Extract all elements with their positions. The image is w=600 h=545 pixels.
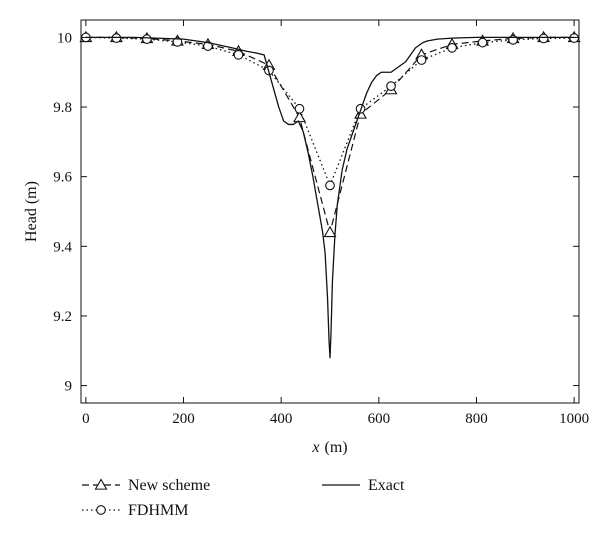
legend-marker (94, 478, 108, 490)
legend-entry-fdhmm: FDHMM (82, 502, 188, 519)
data-point (142, 34, 152, 45)
x-axis-label-variable: x (311, 439, 319, 456)
x-tick-label: 800 (465, 411, 488, 427)
data-point (172, 37, 183, 47)
y-tick-label: 9.6 (53, 170, 72, 186)
data-point (203, 41, 213, 51)
x-axis-label-unit: (m) (325, 439, 348, 456)
legend: New scheme FDHMM Exact (82, 477, 405, 519)
data-point (477, 37, 488, 48)
series-layer (79, 30, 581, 359)
y-tick-label: 9.8 (53, 100, 72, 116)
data-point (569, 33, 579, 43)
y-tick-label: 9.2 (53, 309, 72, 325)
data-point (386, 81, 396, 92)
data-point (294, 103, 305, 114)
x-tick-label: 600 (368, 411, 391, 427)
data-point (111, 33, 122, 43)
data-point (538, 33, 549, 44)
legend-entry-exact: Exact (322, 477, 405, 494)
data-point (325, 180, 335, 191)
ticks-layer: 0 200 400 600 800 1000 9 9.2 9.4 9.6 9.8 10 (53, 20, 589, 427)
legend-label: Exact (368, 477, 405, 494)
legend-label: FDHMM (128, 502, 188, 519)
legend-label: New scheme (128, 477, 210, 494)
y-tick-label: 9 (65, 379, 73, 395)
data-point (447, 43, 457, 53)
data-point (233, 49, 244, 60)
x-axis-label: x (m) (311, 439, 347, 456)
y-tick-label: 10 (57, 30, 72, 46)
data-point (416, 55, 427, 65)
x-tick-label: 1000 (559, 411, 589, 427)
legend-entry-new-scheme: New scheme (82, 477, 210, 494)
series-line (85, 36, 575, 359)
y-tick-label: 9.4 (53, 239, 72, 255)
x-tick-label: 0 (82, 411, 90, 427)
legend-marker (96, 505, 106, 515)
x-tick-label: 200 (172, 411, 195, 427)
data-point (293, 110, 306, 123)
plot-frame (80, 19, 580, 404)
labels-layer: Head (m) x (m) (23, 181, 348, 456)
data-point (323, 225, 337, 238)
x-tick-label: 400 (270, 411, 293, 427)
y-axis-label: Head (m) (23, 181, 40, 242)
series-exact (85, 36, 575, 359)
